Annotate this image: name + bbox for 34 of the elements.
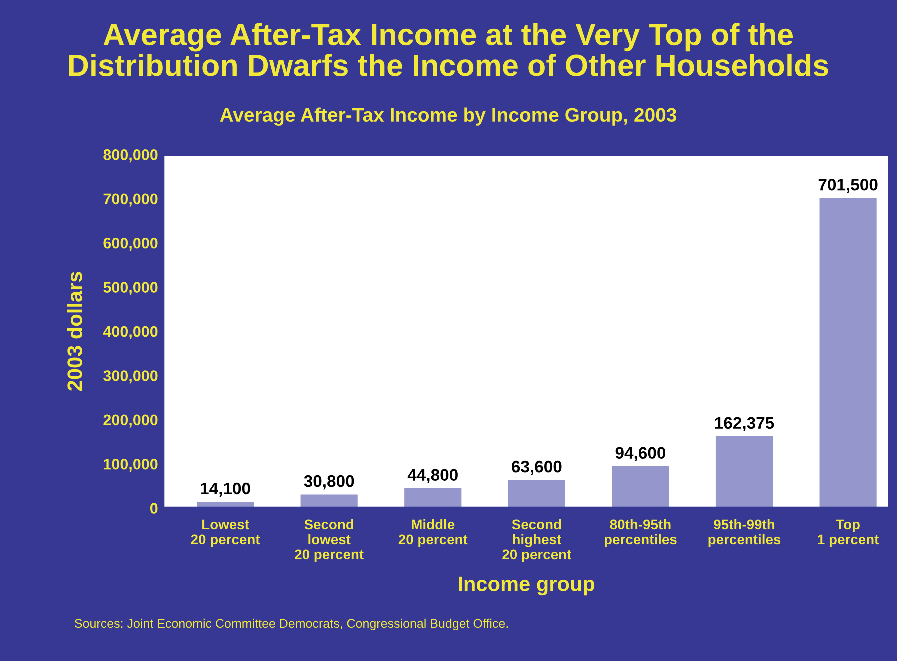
bar (404, 488, 462, 508)
y-tick-label: 0 (150, 503, 158, 514)
bar (508, 480, 566, 508)
x-tick-label: Lowest 20 percent (191, 520, 260, 548)
data-label: 162,375 (715, 417, 774, 432)
data-label: 94,600 (616, 447, 666, 462)
bar (820, 198, 877, 508)
data-label: 14,100 (201, 482, 250, 498)
data-label: 30,800 (304, 475, 354, 490)
x-tick-label: 95th-99th percentiles (708, 519, 781, 548)
bar (716, 436, 774, 508)
x-tick-label: Second lowest 20 percent (295, 519, 364, 562)
y-tick-label: 200,000 (104, 414, 158, 428)
source-note: Sources: Joint Economic Committee Democrats, Congressional Budget Office. (75, 618, 508, 631)
y-tick-label: 700,000 (104, 194, 158, 207)
data-label: 701,500 (818, 178, 878, 194)
y-tick-label: 400,000 (103, 326, 158, 340)
chart-subtitle: Average After-Tax Income by Income Group, 2003 (220, 108, 677, 126)
y-tick-label: 600,000 (104, 238, 158, 251)
x-tick-label: Second highest 20 percent (502, 519, 572, 562)
y-axis-title: 2003 dollars (67, 272, 82, 391)
y-tick-label: 300,000 (104, 370, 158, 384)
data-label: 44,800 (408, 469, 458, 484)
x-axis-title: Income group (459, 576, 595, 596)
x-tick-label: 80th-95th percentiles (604, 519, 677, 548)
x-tick-label: Top 1 percent (818, 520, 880, 548)
bar (612, 466, 670, 508)
y-tick-label: 100,000 (104, 458, 158, 472)
y-tick-label: 500,000 (104, 282, 158, 296)
x-tick-label: Middle 20 percent (398, 519, 468, 548)
y-tick-label: 800,000 (104, 150, 158, 163)
data-label: 63,600 (512, 460, 562, 476)
chart-title: Average After-Tax Income at the Very Top of the Distribution Dwarfs the Income of Other Households (69, 23, 828, 76)
bar (300, 494, 358, 508)
